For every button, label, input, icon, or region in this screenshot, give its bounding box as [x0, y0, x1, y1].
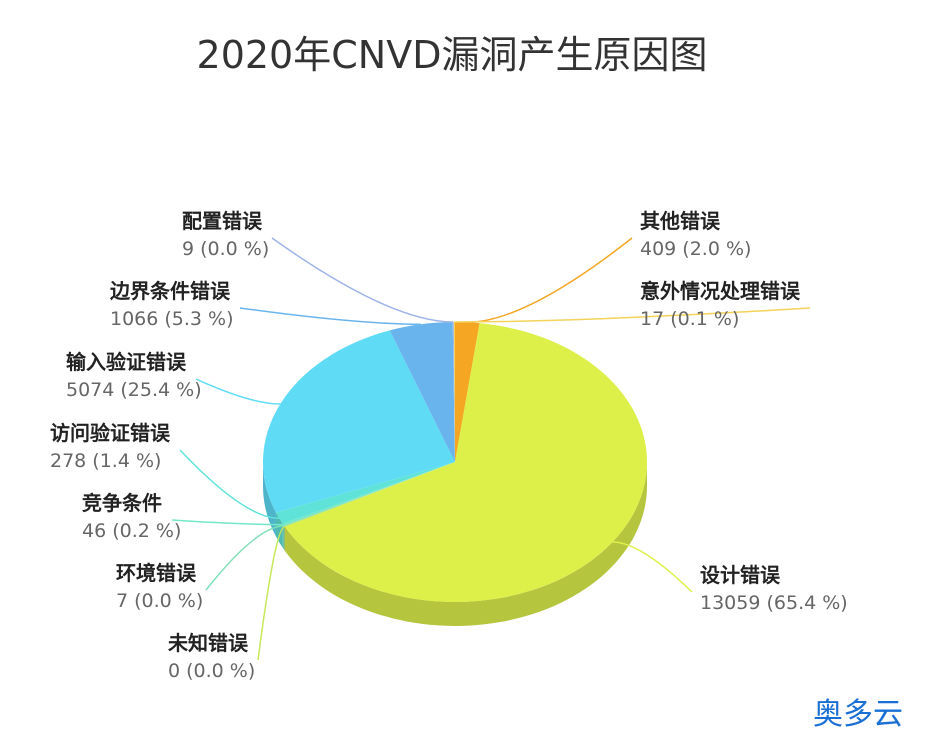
pie-side-1	[284, 462, 647, 626]
pie-slice-7	[389, 322, 455, 462]
slice-value-label-6: 5074 (25.4 %)	[66, 379, 202, 401]
pie-slice-3	[283, 462, 455, 527]
slice-name-label-3: 环境错误	[116, 561, 197, 585]
leader-line-2	[257, 525, 286, 661]
slice-value-label-7: 1066 (5.3 %)	[110, 308, 234, 330]
slice-value-label-2: 0 (0.0 %)	[168, 660, 255, 682]
leader-line-1	[612, 541, 693, 593]
watermark-text: 奥多云	[813, 697, 903, 732]
pie-slice-0	[455, 322, 480, 462]
slice-value-label-0: 409 (2.0 %)	[640, 238, 751, 260]
slice-value-label-5: 278 (1.4 %)	[50, 450, 161, 472]
pie-side-2	[284, 526, 285, 552]
leader-line-5	[179, 449, 280, 519]
leader-line-6	[195, 378, 281, 405]
pie-side-5	[275, 512, 283, 548]
leader-line-8	[271, 237, 454, 323]
leader-lines	[171, 237, 811, 661]
pie-side-3	[283, 525, 285, 551]
slice-name-label-0: 其他错误	[640, 209, 721, 233]
chart-title: 2020年CNVD漏洞产生原因图	[197, 33, 708, 77]
slice-name-label-7: 边界条件错误	[109, 279, 231, 303]
pie-slice-8	[452, 322, 455, 462]
pie-slice-9	[453, 322, 455, 462]
pie-slice-2	[284, 462, 455, 528]
slice-name-label-5: 访问验证错误	[50, 421, 171, 445]
slice-name-label-9: 意外情况处理错误	[640, 279, 801, 303]
slice-name-label-6: 输入验证错误	[66, 350, 187, 374]
pie-slice-4	[282, 462, 455, 526]
slice-value-label-1: 13059 (65.4 %)	[700, 592, 848, 614]
slice-value-label-9: 17 (0.1 %)	[640, 308, 739, 330]
pie-slice-1	[284, 323, 647, 602]
leader-line-4	[171, 519, 284, 526]
leader-line-9	[454, 307, 811, 323]
slice-value-label-8: 9 (0.0 %)	[182, 238, 269, 260]
pie-slices	[263, 322, 647, 602]
slice-name-label-1: 设计错误	[700, 563, 781, 587]
pie-side-4	[282, 523, 284, 550]
slice-name-label-2: 未知错误	[168, 631, 249, 655]
slice-name-label-8: 配置错误	[182, 209, 263, 233]
leader-line-7	[239, 307, 421, 326]
pie-slice-5	[275, 462, 455, 524]
slice-name-label-4: 竞争条件	[82, 491, 162, 515]
slice-value-label-3: 7 (0.0 %)	[116, 590, 203, 612]
pie-slice-6	[263, 330, 455, 513]
slice-value-label-4: 46 (0.2 %)	[82, 520, 181, 542]
slice-labels: 其他错误 409 (2.0 %) 设计错误 13059 (65.4 %) 未知错误 0 (…	[50, 209, 848, 682]
leader-line-0	[467, 237, 633, 324]
leader-line-3	[205, 525, 285, 591]
